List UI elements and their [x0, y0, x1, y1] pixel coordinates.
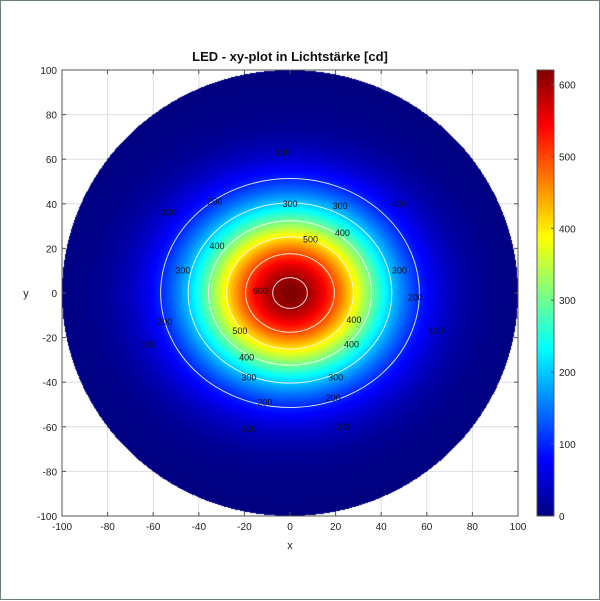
contour-label: 200	[326, 393, 341, 403]
contour-label: 200	[257, 397, 272, 407]
intensity-field	[62, 70, 518, 516]
contour-label: 300	[333, 201, 348, 211]
contour-label: 400	[392, 199, 407, 209]
x-tick-label: 60	[421, 522, 433, 533]
contour-lines	[160, 178, 420, 408]
colorbar-tick-label: 200	[559, 368, 576, 379]
contour-label: 400	[344, 339, 359, 349]
x-tick-label: -100	[52, 522, 72, 533]
x-tick-label: -20	[237, 522, 252, 533]
contour-label: 300	[175, 266, 190, 276]
colorbar-tick-label: 500	[559, 152, 576, 163]
y-tick-label: 80	[46, 111, 58, 122]
y-axis-label: y	[23, 288, 29, 300]
colorbar-tick-label: 0	[559, 512, 565, 523]
colorbar-tick-label: 300	[559, 296, 576, 307]
contour-label: 100	[276, 148, 291, 158]
x-axis-label: x	[287, 540, 293, 552]
contour-label: 500	[232, 326, 247, 336]
chart-title: LED - xy-plot in Lichtstärke [cd]	[192, 49, 388, 64]
contour-line-400	[226, 236, 354, 350]
contour-label: 400	[335, 228, 350, 238]
y-tick-label: -60	[43, 423, 58, 434]
x-tick-label: -40	[192, 522, 207, 533]
contour-label: 100	[162, 208, 177, 218]
y-axis-ticks: -100 -80 -60 -40 -20 0 20 40 60 80 100	[37, 66, 518, 523]
contour-label: 300	[241, 373, 256, 383]
colorbar-tick-label: 600	[559, 80, 576, 91]
contour-line-500	[245, 253, 335, 333]
contour-label: 600	[253, 286, 268, 296]
colorbar-tick-label: 400	[559, 224, 576, 235]
y-tick-label: -20	[43, 334, 58, 345]
x-axis-ticks: -100 -80 -60 -40 -20 0 20 40 60 80 100	[52, 70, 527, 533]
contour-label: 400	[210, 241, 225, 251]
colorbar-tick-label: 100	[559, 440, 576, 451]
y-tick-label: 60	[46, 155, 58, 166]
contour-label: 400	[239, 353, 254, 363]
x-tick-label: -80	[100, 522, 115, 533]
contour-label: 400	[346, 315, 361, 325]
contour-label: 100	[141, 339, 156, 349]
contour-label: 200	[408, 292, 423, 302]
y-tick-label: -80	[43, 467, 58, 478]
contour-label: 300	[282, 199, 297, 209]
contour-labels: 100 200 300 300 400 100 500 400 400 300 300 600 200 2…	[141, 148, 443, 435]
contour-label: 100	[428, 326, 443, 336]
colorbar-frame	[536, 69, 555, 517]
x-tick-label: 20	[330, 522, 342, 533]
contour-label: 500	[303, 234, 318, 244]
colorbar: 0 100 200 300 400 500 600	[536, 69, 576, 523]
x-tick-label: 100	[510, 522, 527, 533]
contour-label: 300	[328, 373, 343, 383]
x-tick-label: 40	[376, 522, 388, 533]
y-tick-label: -40	[43, 378, 58, 389]
contour-label: 100	[335, 422, 350, 432]
contour-label: 200	[207, 197, 222, 207]
y-tick-label: -100	[37, 512, 57, 523]
x-tick-label: -60	[146, 522, 161, 533]
y-tick-label: 0	[51, 289, 57, 300]
colorbar-gradient	[537, 70, 554, 516]
contour-line-300	[207, 220, 373, 366]
x-tick-label: 80	[467, 522, 479, 533]
y-tick-label: 100	[40, 66, 57, 77]
y-tick-label: 20	[46, 244, 58, 255]
contour-label: 300	[392, 266, 407, 276]
y-tick-label: 40	[46, 200, 58, 211]
contour-line-100	[160, 178, 420, 408]
contour-line-600	[272, 277, 308, 309]
contour-label: 200	[157, 317, 172, 327]
contour-line-200	[187, 202, 393, 384]
contour-label: 100	[241, 424, 256, 434]
x-tick-label: 0	[287, 522, 293, 533]
